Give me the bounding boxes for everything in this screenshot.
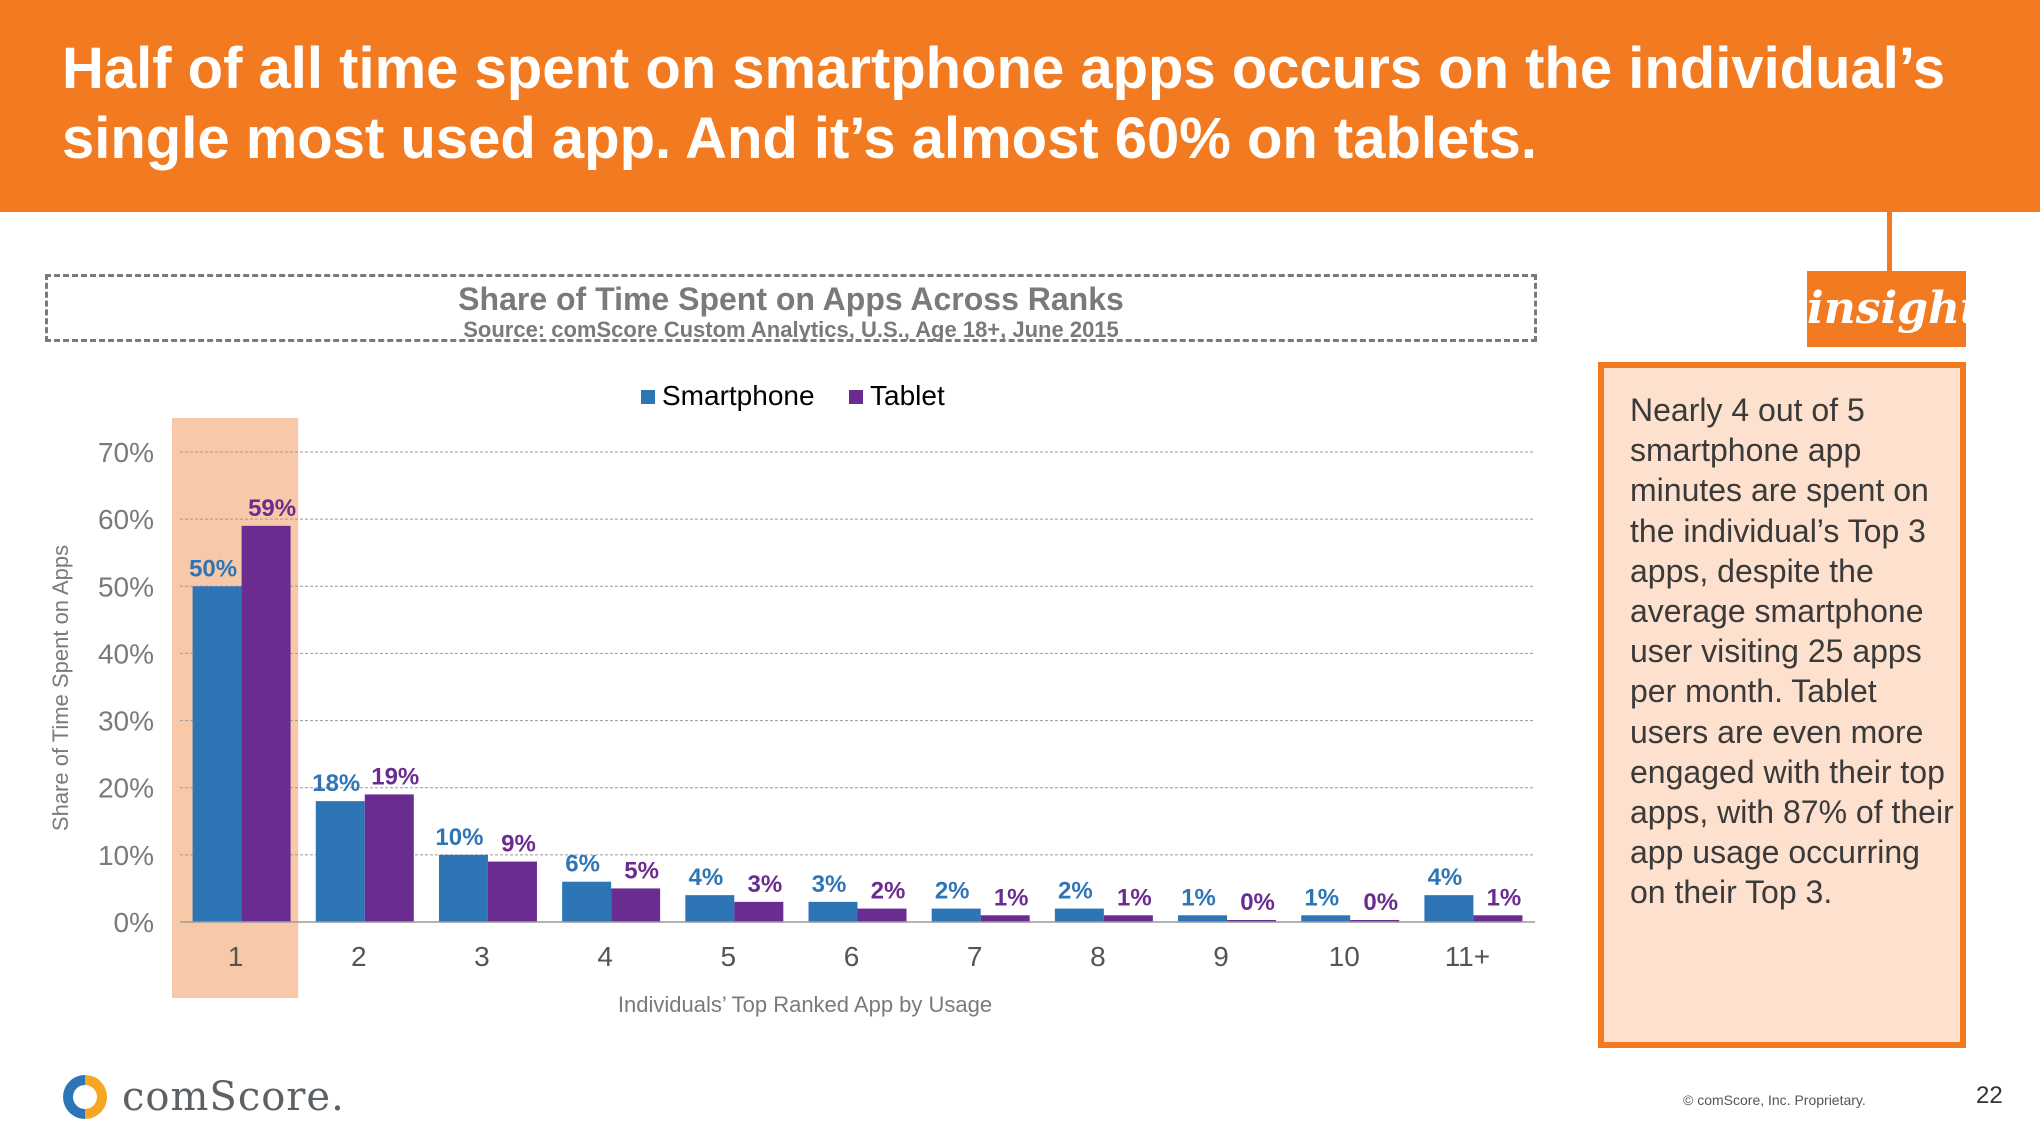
chart-subtitle: Source: comScore Custom Analytics, U.S.,… [463, 317, 1119, 342]
smartphone-data-label: 3% [812, 871, 847, 898]
legend-smartphone-swatch [641, 390, 655, 404]
smartphone-bar [438, 854, 488, 922]
insight-label: insight [1807, 271, 1980, 347]
smartphone-bar [931, 908, 981, 922]
tablet-bar [1103, 915, 1153, 922]
x-tick-label: 7 [967, 941, 983, 972]
bar-chart: 0%10%20%30%40%50%60%70%50%59%118% 19%210%… [48, 380, 1535, 1017]
tablet-data-label: 9% [501, 831, 536, 858]
smartphone-data-label: 50% [189, 555, 237, 582]
y-tick-label: 0% [114, 907, 154, 938]
comscore-logo-icon [63, 1075, 107, 1119]
y-tick-label: 40% [98, 638, 154, 669]
x-tick-label: 11+ [1445, 941, 1490, 972]
tablet-data-label: 1% [994, 884, 1029, 911]
page-number: 22 [1976, 1082, 2003, 1109]
chart-title: Share of Time Spent on Apps Across Ranks [458, 281, 1124, 317]
x-tick-label: 10 [1329, 941, 1360, 972]
slide-title-line-2: single most used app. And it’s almost 60… [62, 106, 1537, 171]
y-axis-title: Share of Time Spent on Apps [48, 545, 73, 831]
comscore-logo-text: comScore. [122, 1074, 345, 1120]
tablet-data-label: 1% [1487, 884, 1522, 911]
tablet-bar [980, 915, 1030, 922]
tablet-data-label: 19% [371, 763, 419, 790]
tablet-data-label: 3% [747, 871, 782, 898]
smartphone-data-label: 2% [935, 878, 970, 905]
smartphone-bar [192, 586, 242, 922]
tablet-data-label: 5% [624, 857, 659, 884]
smartphone-bar [1424, 895, 1474, 922]
y-tick-label: 10% [98, 840, 154, 871]
x-tick-label: 1 [228, 941, 244, 972]
y-tick-label: 30% [98, 706, 154, 737]
y-tick-label: 20% [98, 773, 154, 804]
smartphone-bar [685, 895, 735, 922]
smartphone-bar [315, 801, 365, 922]
legend-smartphone-label: Smartphone [662, 380, 815, 411]
insight-box: Nearly 4 out of 5 smartphone app minutes… [1598, 362, 1966, 1048]
x-tick-label: 3 [474, 941, 490, 972]
tablet-bar [857, 908, 907, 922]
x-tick-label: 9 [1213, 941, 1229, 972]
smartphone-data-label: 10% [435, 824, 483, 851]
tablet-bar [487, 861, 537, 922]
x-tick-label: 4 [597, 941, 613, 972]
smartphone-bar [1178, 915, 1228, 922]
tablet-bar [1227, 920, 1277, 922]
insight-text: Nearly 4 out of 5 smartphone app minutes… [1630, 392, 1954, 911]
comscore-logo: comScore. [60, 1072, 344, 1122]
tablet-bar [241, 525, 291, 922]
legend-tablet-label: Tablet [870, 380, 945, 411]
x-axis-title: Individuals’ Top Ranked App by Usage [618, 992, 992, 1017]
x-tick-label: 5 [721, 941, 737, 972]
smartphone-data-label: 18% [312, 770, 360, 797]
tablet-data-label: 0% [1363, 889, 1398, 916]
x-tick-label: 2 [351, 941, 367, 972]
title-banner: Half of all time spent on smartphone app… [0, 0, 2040, 212]
y-tick-label: 60% [98, 504, 154, 535]
smartphone-bar [1054, 908, 1104, 922]
x-tick-label: 6 [844, 941, 860, 972]
smartphone-data-label: 1% [1304, 884, 1339, 911]
slide-title-line-1: Half of all time spent on smartphone app… [62, 36, 1946, 101]
x-tick-label: 8 [1090, 941, 1106, 972]
smartphone-bar [562, 881, 612, 922]
chart-title-box: Share of Time Spent on Apps Across Ranks… [45, 274, 1537, 342]
insight-connector-line [1887, 212, 1892, 272]
legend-tablet-swatch [849, 390, 863, 404]
tablet-bar [364, 794, 414, 922]
y-tick-label: 50% [98, 571, 154, 602]
tablet-bar [734, 901, 784, 922]
tablet-data-label: 0% [1240, 889, 1275, 916]
smartphone-data-label: 4% [688, 864, 723, 891]
tablet-bar [1473, 915, 1523, 922]
tablet-data-label: 1% [1117, 884, 1152, 911]
smartphone-data-label: 1% [1181, 884, 1216, 911]
slide-title: Half of all time spent on smartphone app… [62, 34, 2002, 174]
smartphone-bar [808, 901, 858, 922]
tablet-data-label: 2% [871, 878, 906, 905]
tablet-data-label: 59% [248, 495, 296, 522]
smartphone-data-label: 6% [565, 851, 600, 878]
copyright-text: © comScore, Inc. Proprietary. [1683, 1092, 1866, 1108]
smartphone-data-label: 4% [1428, 864, 1463, 891]
tablet-bar [1350, 920, 1400, 922]
tablet-bar [611, 888, 661, 922]
y-tick-label: 70% [98, 437, 154, 468]
smartphone-data-label: 2% [1058, 878, 1093, 905]
smartphone-bar [1301, 915, 1351, 922]
